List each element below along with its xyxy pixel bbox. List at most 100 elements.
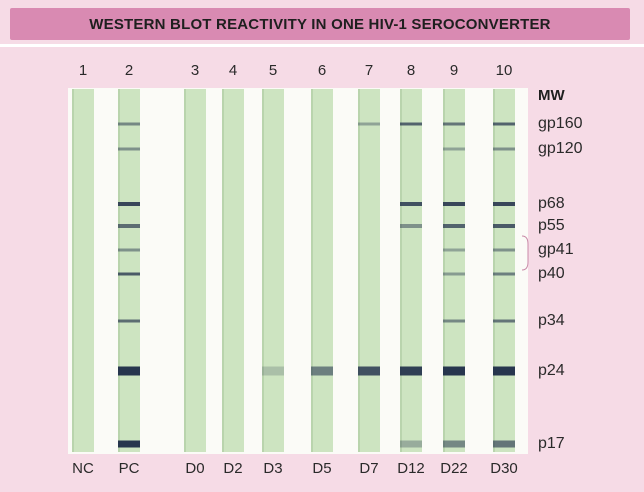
lane-8 bbox=[400, 89, 422, 452]
mw-marker-p34: p34 bbox=[538, 312, 565, 329]
band-p55 bbox=[400, 224, 422, 228]
strip-edge bbox=[72, 89, 74, 452]
band-gp160 bbox=[443, 122, 465, 126]
band-p24 bbox=[493, 366, 515, 376]
band-p17 bbox=[118, 440, 140, 448]
lane-label: D22 bbox=[440, 460, 468, 477]
strip-edge bbox=[262, 89, 264, 452]
band-p40 bbox=[118, 272, 140, 276]
lane-label: D2 bbox=[223, 460, 243, 477]
lane-number: 2 bbox=[124, 62, 134, 79]
band-gp120 bbox=[493, 147, 515, 151]
strip-edge bbox=[493, 89, 495, 452]
title-underline bbox=[0, 44, 644, 47]
lane-1 bbox=[72, 89, 94, 452]
band-gp41 bbox=[118, 248, 140, 252]
lane-number: 3 bbox=[190, 62, 200, 79]
mw-marker-gp41: gp41 bbox=[538, 241, 574, 258]
strip-D7 bbox=[358, 89, 380, 452]
lane-label: NC bbox=[72, 460, 94, 477]
band-p34 bbox=[493, 319, 515, 323]
strip-PC bbox=[118, 89, 140, 452]
strip-D5 bbox=[311, 89, 333, 452]
lane-number: 10 bbox=[495, 62, 513, 79]
band-p40 bbox=[443, 272, 465, 276]
lane-7 bbox=[358, 89, 380, 452]
gp41-bracket bbox=[521, 235, 529, 271]
band-gp41 bbox=[443, 248, 465, 252]
strip-D12 bbox=[400, 89, 422, 452]
band-p55 bbox=[493, 224, 515, 228]
lane-label: D5 bbox=[312, 460, 332, 477]
band-p34 bbox=[118, 319, 140, 323]
title-bar: WESTERN BLOT REACTIVITY IN ONE HIV-1 SER… bbox=[10, 8, 630, 40]
mw-marker-p40: p40 bbox=[538, 265, 565, 282]
strip-D3 bbox=[262, 89, 284, 452]
strip-D22 bbox=[443, 89, 465, 452]
strip-edge bbox=[358, 89, 360, 452]
band-p68 bbox=[443, 202, 465, 206]
band-gp41 bbox=[493, 248, 515, 252]
lane-number: 1 bbox=[78, 62, 88, 79]
strip-D2 bbox=[222, 89, 244, 452]
mw-marker-p55: p55 bbox=[538, 217, 565, 234]
lane-number: 5 bbox=[268, 62, 278, 79]
band-p68 bbox=[118, 202, 140, 206]
lane-10 bbox=[493, 89, 515, 452]
lane-4 bbox=[222, 89, 244, 452]
band-gp160 bbox=[358, 122, 380, 126]
strip-D0 bbox=[184, 89, 206, 452]
band-p24 bbox=[311, 366, 333, 376]
strip-edge bbox=[311, 89, 313, 452]
lane-number: 6 bbox=[317, 62, 327, 79]
mw-marker-p17: p17 bbox=[538, 435, 565, 452]
figure-title: WESTERN BLOT REACTIVITY IN ONE HIV-1 SER… bbox=[89, 15, 551, 33]
band-p24 bbox=[262, 366, 284, 376]
band-gp120 bbox=[118, 147, 140, 151]
band-gp160 bbox=[493, 122, 515, 126]
band-p55 bbox=[443, 224, 465, 228]
lane-5 bbox=[262, 89, 284, 452]
band-p68 bbox=[400, 202, 422, 206]
lane-3 bbox=[184, 89, 206, 452]
lane-2 bbox=[118, 89, 140, 452]
strip-D30 bbox=[493, 89, 515, 452]
band-gp160 bbox=[400, 122, 422, 126]
strip-edge bbox=[443, 89, 445, 452]
lane-6 bbox=[311, 89, 333, 452]
lane-label: D7 bbox=[359, 460, 379, 477]
lane-9 bbox=[443, 89, 465, 452]
band-p34 bbox=[443, 319, 465, 323]
band-gp120 bbox=[443, 147, 465, 151]
band-p24 bbox=[400, 366, 422, 376]
band-p68 bbox=[493, 202, 515, 206]
lane-number: 4 bbox=[228, 62, 238, 79]
mw-marker-p24: p24 bbox=[538, 362, 565, 379]
strip-edge bbox=[400, 89, 402, 452]
mw-marker-p68: p68 bbox=[538, 195, 565, 212]
band-p40 bbox=[493, 272, 515, 276]
mw-marker-gp160: gp160 bbox=[538, 115, 583, 132]
strip-edge bbox=[118, 89, 120, 452]
band-p24 bbox=[358, 366, 380, 376]
strip-edge bbox=[184, 89, 186, 452]
strip-NC bbox=[72, 89, 94, 452]
lane-label: D12 bbox=[397, 460, 425, 477]
lane-label: PC bbox=[118, 460, 140, 477]
band-p55 bbox=[118, 224, 140, 228]
lane-number: 9 bbox=[449, 62, 459, 79]
band-p24 bbox=[118, 366, 140, 376]
band-p17 bbox=[493, 440, 515, 448]
band-gp160 bbox=[118, 122, 140, 126]
lane-label: D0 bbox=[185, 460, 205, 477]
band-p17 bbox=[400, 440, 422, 448]
mw-header: MW bbox=[538, 87, 565, 104]
mw-marker-gp120: gp120 bbox=[538, 140, 583, 157]
lane-label: D30 bbox=[490, 460, 518, 477]
strip-edge bbox=[222, 89, 224, 452]
lane-number: 8 bbox=[406, 62, 416, 79]
band-p17 bbox=[443, 440, 465, 448]
lane-number: 7 bbox=[364, 62, 374, 79]
